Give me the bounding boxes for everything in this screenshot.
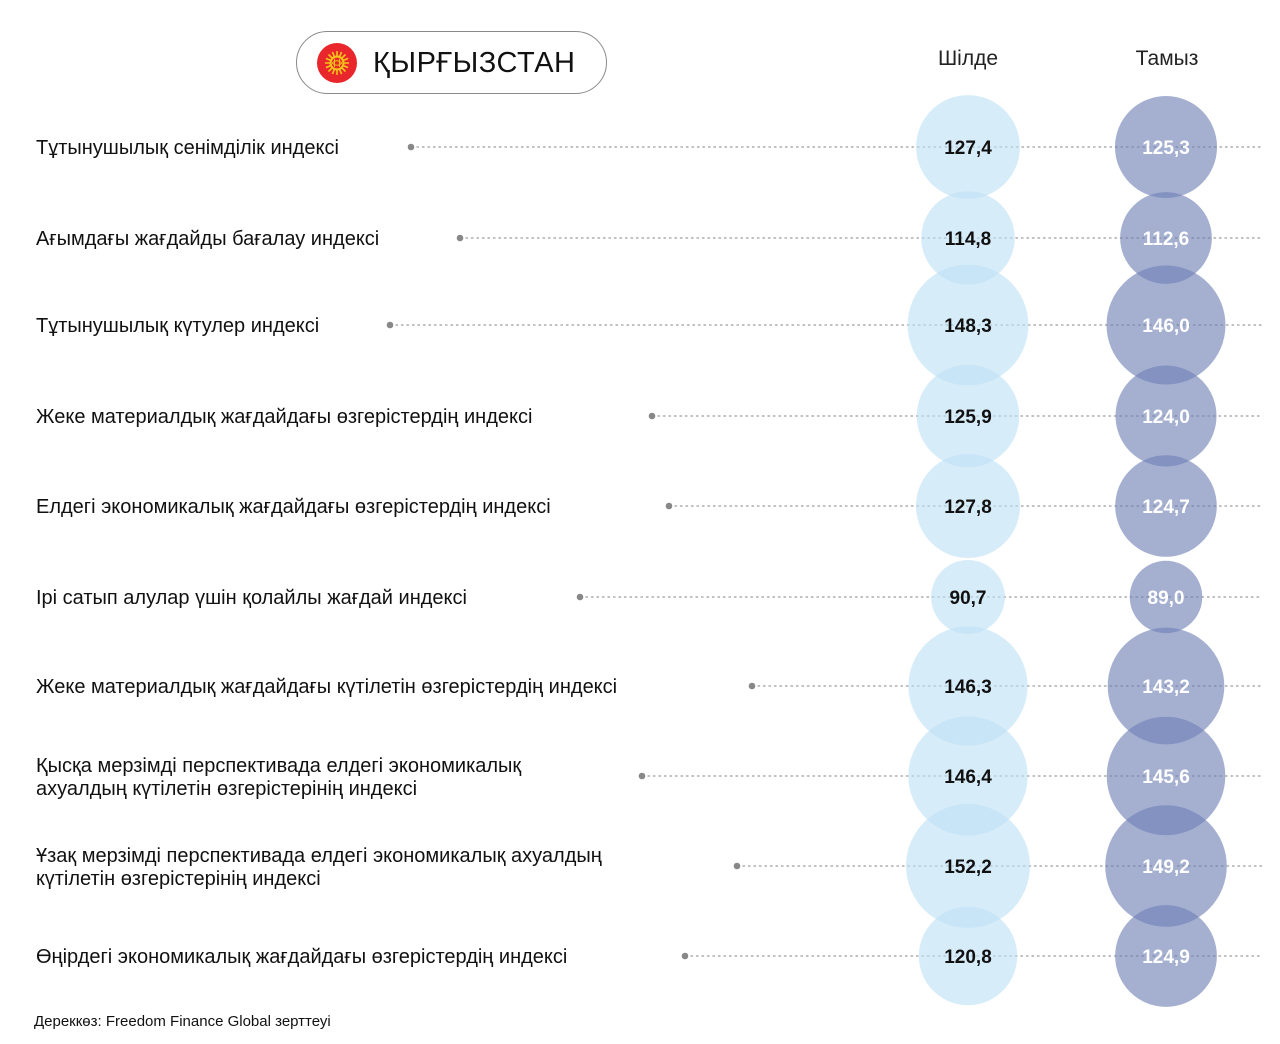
leader-dot	[648, 412, 656, 420]
kyrgyzstan-flag-icon	[317, 43, 357, 83]
july-value: 120,8	[944, 947, 992, 968]
august-value: 143,2	[1142, 677, 1190, 698]
july-value: 146,3	[944, 677, 992, 698]
source-note: Дереккөз: Freedom Finance Global зерттеу…	[34, 1013, 331, 1030]
august-value: 125,3	[1142, 138, 1190, 159]
august-bubble	[1115, 365, 1217, 467]
july-value: 127,4	[944, 138, 992, 159]
july-bubble	[918, 906, 1018, 1006]
leader-dot	[407, 143, 415, 151]
august-value: 124,7	[1142, 497, 1190, 518]
august-bubble	[1115, 905, 1217, 1007]
row-label: күтілетін өзгерістерінің индексі	[36, 868, 321, 890]
leader-dot	[733, 862, 741, 870]
row-label: Ұзақ мерзімді перспективада елдегі эконо…	[36, 845, 602, 867]
column-header-july: Шілде	[937, 47, 999, 70]
row-label: Ірі сатып алулар үшін қолайлы жағдай инд…	[36, 587, 467, 609]
july-bubble	[908, 716, 1028, 836]
leader-dot	[665, 502, 673, 510]
july-bubble	[921, 191, 1015, 285]
july-bubbles	[906, 95, 1030, 1006]
row-label: Жеке материалдық жағдайдағы күтілетін өз…	[36, 676, 617, 698]
july-value: 127,8	[944, 497, 992, 518]
row-label: Тұтынушылық сенімділік индексі	[36, 137, 339, 159]
august-bubble	[1106, 265, 1226, 385]
august-value: 145,6	[1142, 767, 1190, 788]
august-value: 146,0	[1142, 316, 1190, 337]
leader-dot	[638, 772, 646, 780]
leader-dot	[576, 593, 584, 601]
leader-dot	[681, 952, 689, 960]
july-value: 125,9	[944, 407, 992, 428]
august-bubble	[1114, 95, 1218, 199]
leader-dot	[456, 234, 464, 242]
row-label: Өңірдегі экономикалық жағдайдағы өзгеріс…	[36, 946, 567, 968]
august-value: 112,6	[1143, 229, 1190, 250]
july-bubble	[915, 453, 1021, 559]
august-bubble	[1115, 455, 1217, 557]
july-bubble	[906, 804, 1030, 928]
july-value: 146,4	[944, 767, 992, 788]
august-bubble	[1106, 716, 1226, 836]
july-bubble	[931, 560, 1005, 634]
labels: Тұтынушылық сенімділік индексі 127,4 125,3…	[36, 137, 1190, 968]
leader-dot	[748, 682, 756, 690]
august-bubble	[1120, 192, 1212, 284]
row-label: Қысқа мерзімді перспективада елдегі экон…	[36, 755, 521, 777]
august-bubble	[1107, 627, 1225, 745]
row-label: ахуалдың күтілетін өзгерістерінің индекс…	[36, 778, 417, 800]
row-label: Жеке материалдық жағдайдағы өзгерістерді…	[36, 406, 532, 428]
august-bubble	[1129, 560, 1203, 634]
august-value: 124,0	[1142, 407, 1190, 428]
july-bubble	[907, 264, 1029, 386]
july-value: 114,8	[945, 229, 992, 250]
august-value: 89,0	[1148, 588, 1185, 609]
row-label: Елдегі экономикалық жағдайдағы өзгерісте…	[36, 496, 551, 518]
country-badge: ҚЫРҒЫЗСТАН	[296, 31, 607, 94]
july-value: 148,3	[944, 316, 992, 337]
row-label: Тұтынушылық күтулер индексі	[36, 315, 319, 337]
july-bubble	[916, 95, 1020, 199]
july-bubble	[908, 626, 1028, 746]
august-bubbles	[1105, 95, 1227, 1007]
country-name: ҚЫРҒЫЗСТАН	[373, 47, 576, 79]
july-value: 152,2	[944, 857, 992, 878]
august-value: 149,2	[1142, 857, 1190, 878]
july-value: 90,7	[950, 588, 987, 609]
august-value: 124,9	[1142, 947, 1190, 968]
column-header-august: Тамыз	[1135, 47, 1199, 70]
leader-dot	[386, 321, 394, 329]
august-bubble	[1105, 805, 1227, 927]
row-label: Ағымдағы жағдайды бағалау индексі	[36, 228, 379, 250]
july-bubble	[916, 364, 1020, 468]
